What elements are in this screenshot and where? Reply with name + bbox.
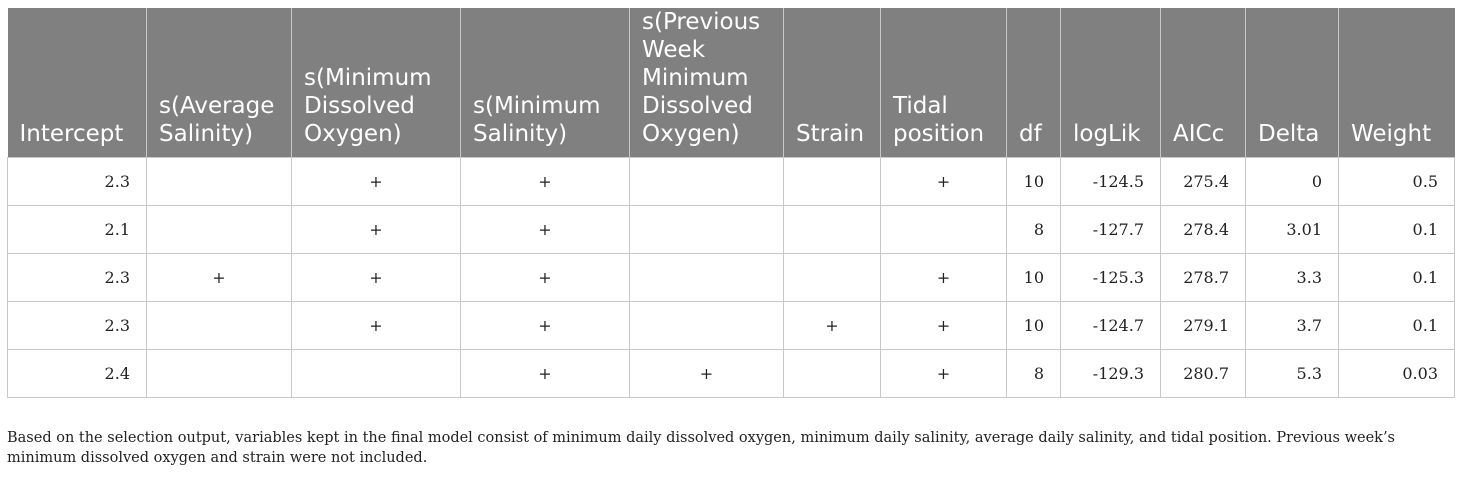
header-loglik: logLik [1060, 8, 1161, 158]
cell-weight: 0.1 [1338, 205, 1455, 254]
cell-tidal-position: + [880, 253, 1007, 302]
cell-loglik: -129.3 [1060, 349, 1161, 398]
cell-minimum-salinity: + [460, 349, 630, 398]
table-row: 2.3 + + + 10 -124.5 275.4 0 0.5 [7, 157, 1455, 206]
cell-intercept: 2.3 [7, 253, 147, 302]
cell-aicc: 278.4 [1160, 205, 1246, 254]
cell-loglik: -125.3 [1060, 253, 1161, 302]
cell-previous-week-min-do [629, 253, 784, 302]
cell-intercept: 2.3 [7, 157, 147, 206]
cell-weight: 0.1 [1338, 253, 1455, 302]
model-selection-table-container: Intercept s(Average Salinity) s(Minimum … [7, 8, 1455, 398]
cell-average-salinity [146, 205, 292, 254]
model-selection-table: Intercept s(Average Salinity) s(Minimum … [7, 8, 1455, 398]
header-minimum-dissolved-oxygen: s(Minimum Dissolved Oxygen) [291, 8, 461, 158]
cell-strain [783, 205, 881, 254]
cell-average-salinity [146, 349, 292, 398]
cell-delta: 3.3 [1245, 253, 1339, 302]
cell-minimum-dissolved-oxygen: + [291, 301, 461, 350]
cell-delta: 5.3 [1245, 349, 1339, 398]
cell-previous-week-min-do: + [629, 349, 784, 398]
header-intercept: Intercept [7, 8, 147, 158]
cell-intercept: 2.1 [7, 205, 147, 254]
cell-aicc: 280.7 [1160, 349, 1246, 398]
cell-tidal-position: + [880, 301, 1007, 350]
table-row: 2.3 + + + + 10 -125.3 278.7 3.3 0.1 [7, 253, 1455, 302]
cell-df: 8 [1006, 205, 1061, 254]
cell-delta: 3.7 [1245, 301, 1339, 350]
header-strain: Strain [783, 8, 881, 158]
cell-minimum-dissolved-oxygen: + [291, 205, 461, 254]
cell-average-salinity: + [146, 253, 292, 302]
cell-strain: + [783, 301, 881, 350]
cell-minimum-salinity: + [460, 301, 630, 350]
cell-loglik: -124.7 [1060, 301, 1161, 350]
cell-delta: 0 [1245, 157, 1339, 206]
cell-aicc: 278.7 [1160, 253, 1246, 302]
table-footnote: Based on the selection output, variables… [7, 430, 1395, 466]
header-aicc: AICc [1160, 8, 1246, 158]
cell-intercept: 2.3 [7, 301, 147, 350]
cell-minimum-dissolved-oxygen [291, 349, 461, 398]
header-delta: Delta [1245, 8, 1339, 158]
cell-delta: 3.01 [1245, 205, 1339, 254]
cell-weight: 0.5 [1338, 157, 1455, 206]
cell-previous-week-min-do [629, 157, 784, 206]
header-df: df [1006, 8, 1061, 158]
cell-weight: 0.1 [1338, 301, 1455, 350]
header-minimum-salinity: s(Minimum Salinity) [460, 8, 630, 158]
cell-df: 8 [1006, 349, 1061, 398]
table-row: 2.3 + + + + 10 -124.7 279.1 3.7 0.1 [7, 301, 1455, 350]
cell-previous-week-min-do [629, 301, 784, 350]
cell-df: 10 [1006, 253, 1061, 302]
cell-average-salinity [146, 301, 292, 350]
cell-tidal-position: + [880, 349, 1007, 398]
cell-strain [783, 349, 881, 398]
cell-intercept: 2.4 [7, 349, 147, 398]
table-row: 2.4 + + + 8 -129.3 280.7 5.3 0.03 [7, 349, 1455, 398]
cell-previous-week-min-do [629, 205, 784, 254]
header-previous-week-min-do: s(Previous Week Minimum Dissolved Oxygen… [629, 8, 784, 158]
cell-average-salinity [146, 157, 292, 206]
cell-weight: 0.03 [1338, 349, 1455, 398]
cell-tidal-position [880, 205, 1007, 254]
cell-minimum-salinity: + [460, 205, 630, 254]
header-tidal-position: Tidal position [880, 8, 1007, 158]
header-weight: Weight [1338, 8, 1455, 158]
cell-aicc: 275.4 [1160, 157, 1246, 206]
cell-minimum-salinity: + [460, 253, 630, 302]
cell-strain [783, 253, 881, 302]
cell-loglik: -124.5 [1060, 157, 1161, 206]
cell-minimum-dissolved-oxygen: + [291, 253, 461, 302]
cell-df: 10 [1006, 301, 1061, 350]
header-average-salinity: s(Average Salinity) [146, 8, 292, 158]
cell-minimum-salinity: + [460, 157, 630, 206]
cell-tidal-position: + [880, 157, 1007, 206]
cell-minimum-dissolved-oxygen: + [291, 157, 461, 206]
table-row: 2.1 + + 8 -127.7 278.4 3.01 0.1 [7, 205, 1455, 254]
cell-strain [783, 157, 881, 206]
table-header-row: Intercept s(Average Salinity) s(Minimum … [7, 8, 1455, 158]
cell-loglik: -127.7 [1060, 205, 1161, 254]
cell-aicc: 279.1 [1160, 301, 1246, 350]
cell-df: 10 [1006, 157, 1061, 206]
